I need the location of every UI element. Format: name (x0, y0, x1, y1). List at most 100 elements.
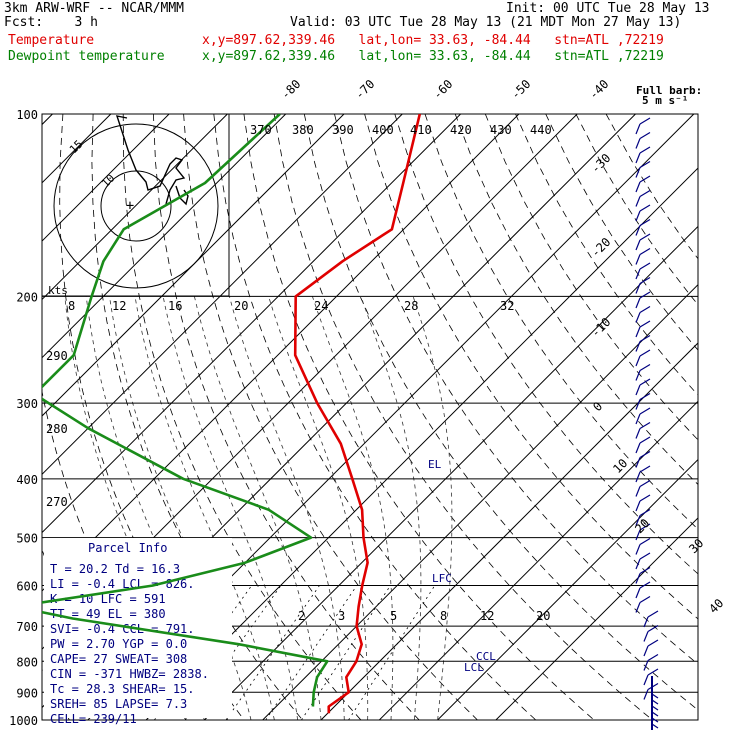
hodograph-ring-label: 15 (67, 138, 86, 157)
wind-barb (639, 537, 651, 546)
wind-barb (635, 341, 641, 352)
wind-barb (635, 297, 641, 309)
wind-barb (635, 196, 641, 207)
wind-barb (635, 239, 641, 251)
pressure-tick-label: 700 (16, 620, 38, 634)
moist-adiabat (134, 296, 275, 720)
isotherm-label: -60 (430, 77, 455, 102)
isotherm-label: -70 (352, 77, 377, 102)
parcel-row: CIN = -371 HWBZ= 2838. (50, 667, 209, 681)
wind-barb (635, 225, 641, 236)
forecast-hour: Fcst: 3 h (4, 15, 98, 30)
wind-barb (635, 558, 641, 570)
moist-adiabat (360, 296, 422, 720)
dry-adiabat (213, 114, 537, 720)
isotherm-line (42, 114, 403, 476)
valid-time: Valid: 03 UTC Tue 28 May 13 (21 MDT Mon … (290, 15, 682, 30)
wind-barb (647, 668, 659, 676)
dry-adiabat (364, 114, 698, 620)
wind-barb (639, 508, 651, 517)
isotherm-label: -30 (588, 151, 613, 176)
parcel-title: Parcel Info (88, 541, 167, 555)
wind-legend-label: Full barb: (636, 84, 702, 97)
dry-adiabat (545, 114, 698, 351)
wind-barbs: Full barb:5 m s⁻¹ (635, 84, 702, 730)
wind-barb (635, 457, 641, 468)
isotherm-line (42, 114, 520, 592)
hodograph-origin: + (126, 198, 134, 214)
dry-adiabat (273, 114, 653, 720)
wind-barb (639, 421, 651, 430)
wind-barb (639, 523, 651, 531)
wind-barb (635, 573, 641, 584)
dry-adiabat (515, 114, 698, 396)
wind-barb (643, 689, 649, 700)
pressure-tick-label: 1000 (9, 714, 38, 728)
hodograph-ring-label: 10 (99, 172, 118, 191)
temperature-location: x,y=897.62,339.46 lat,lon= 33.63, -84.44… (202, 33, 664, 48)
wind-barb (643, 674, 649, 686)
wind-legend-unit: 5 m s⁻¹ (642, 94, 688, 107)
wind-barb (635, 138, 641, 149)
model-title: 3km ARW-WRF -- NCAR/MMM (4, 1, 185, 16)
wind-barb (643, 645, 649, 657)
temperature-curve (293, 114, 422, 714)
isotherm-label: -40 (586, 77, 611, 102)
mixing-ratio-lines (154, 585, 436, 720)
wind-barb (635, 326, 641, 338)
hodograph-speed-label: 8 (68, 299, 75, 313)
isotherm-label: 0 (590, 399, 605, 414)
isotherm-line (42, 114, 228, 301)
isotherm-label: -80 (278, 77, 303, 102)
wind-barb (639, 247, 651, 256)
wind-barb (639, 552, 651, 560)
hodograph-speed-label: 20 (234, 299, 248, 313)
dewpoint-location: x,y=897.62,339.46 lat,lon= 33.63, -84.44… (202, 49, 664, 64)
dry-adiabat (91, 114, 303, 720)
parcel-info-box: Parcel Info T = 20.2 Td = 16.3LI = -0.4 L… (44, 538, 232, 726)
mixing-ratio-label: 3 (338, 609, 345, 623)
wind-barb (639, 436, 651, 444)
pressure-tick-label: 900 (16, 686, 38, 700)
dry-adiabat (303, 114, 698, 711)
hodograph-speed-label: 32 (500, 299, 514, 313)
wind-barb (639, 494, 651, 502)
parcel-row: PW = 2.70 YGP = 0.0 (50, 637, 187, 651)
isotherm-line (42, 114, 287, 359)
parcel-row: CAPE= 27 SWEAT= 308 (50, 652, 187, 666)
moist-adiabat (312, 296, 394, 720)
theta-label: 410 (410, 123, 432, 137)
wind-barb (635, 167, 641, 178)
wind-barb (639, 465, 651, 473)
dry-adiabat (575, 114, 698, 306)
theta-label: 440 (530, 123, 552, 137)
isotherm-line (42, 114, 345, 417)
wind-barb (635, 602, 641, 613)
wind-barb (635, 442, 641, 454)
dry-adiabat (243, 114, 595, 720)
wind-barb (647, 639, 659, 647)
level-marker: CCL (476, 650, 496, 663)
wind-barb (639, 189, 651, 198)
mixing-ratio-line (154, 585, 252, 720)
level-marker: LCL (464, 661, 484, 674)
dry-adiabat (394, 114, 698, 575)
wind-barb (647, 624, 659, 633)
dry-adiabat (424, 114, 698, 530)
wind-barb (639, 291, 651, 299)
isotherm-line (42, 114, 170, 242)
isotherm-label: 40 (706, 596, 726, 616)
isotherm-line (495, 517, 698, 720)
wind-barb (639, 595, 651, 604)
wind-barb (635, 384, 641, 396)
hodograph-trace (115, 115, 186, 205)
temperature-line (293, 114, 422, 714)
isotherm-label: 10 (610, 456, 630, 476)
wind-barb (639, 131, 651, 140)
level-marker: EL (428, 458, 442, 471)
parcel-row: Tc = 28.3 SHEAR= 15. (50, 682, 195, 696)
wind-barb (639, 117, 651, 125)
isotherm-line (262, 283, 698, 720)
wind-barb (643, 631, 649, 642)
